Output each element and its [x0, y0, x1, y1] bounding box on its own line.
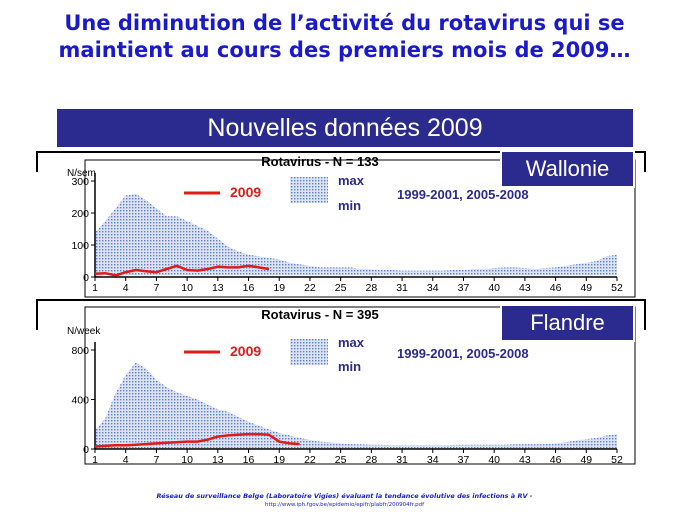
chart-1-xtick-label-52: 52 — [611, 454, 623, 466]
chart-0-xtick-label-16: 16 — [243, 282, 255, 294]
slide-title-line1: Une diminution de l’activité du rotaviru… — [64, 11, 625, 35]
chart-0-ytick-label-0: 0 — [83, 272, 89, 284]
slide-title-line2: maintient au cours des premiers mois de … — [58, 38, 631, 62]
chart-0-ylabel: N/sem — [67, 168, 96, 179]
chart-1-line-2009 — [94, 432, 300, 448]
chart-0-xtick-label-19: 19 — [273, 282, 285, 294]
chart-0-xtick-label-1: 1 — [92, 282, 98, 294]
chart-1-xtick-label-46: 46 — [550, 454, 562, 466]
chart-0-xtick-label-28: 28 — [366, 282, 378, 294]
chart-1-xtick-label-37: 37 — [458, 454, 470, 466]
chart-1-ylabel: N/week — [67, 326, 101, 337]
region-label-flandre: Flandre — [500, 304, 635, 342]
chart-1-xtick-label-16: 16 — [243, 454, 255, 466]
chart-0-ytick-label-200: 200 — [71, 208, 89, 220]
chart-0-xtick-label-37: 37 — [458, 282, 470, 294]
chart-0-xtick-label-34: 34 — [427, 282, 439, 294]
chart-0-bracket — [36, 151, 646, 172]
chart-1-xtick-label-4: 4 — [123, 454, 129, 466]
chart-1-ytick-label-400: 400 — [71, 395, 89, 407]
chart-1-legend-min: min — [338, 359, 361, 374]
chart-0-xtick-label-4: 4 — [123, 282, 129, 294]
footer-source: Réseau de surveillance Belge (Laboratoir… — [156, 492, 533, 500]
chart-0-xtick-label-46: 46 — [550, 282, 562, 294]
chart-1-xtick-label-34: 34 — [427, 454, 439, 466]
footer-url[interactable]: http://www.iph.fgov.be/epidemio/epifr/pl… — [264, 502, 425, 508]
chart-1-xtick-label-25: 25 — [335, 454, 347, 466]
chart-1-ytick-label-800: 800 — [71, 345, 89, 357]
chart-0-xtick-label-49: 49 — [580, 282, 592, 294]
chart-0-xtick-label-31: 31 — [396, 282, 408, 294]
chart-1-xtick-label-49: 49 — [580, 454, 592, 466]
chart-1-xtick-label-19: 19 — [273, 454, 285, 466]
chart-1-xtick-label-13: 13 — [212, 454, 224, 466]
chart-0-xtick-label-43: 43 — [519, 282, 531, 294]
chart-1-bracket — [36, 299, 646, 330]
chart-1-legend-max: max — [338, 335, 365, 350]
chart-1-xtick-label-10: 10 — [181, 454, 193, 466]
chart-1-xtick-label-1: 1 — [92, 454, 98, 466]
chart-0-range-band — [95, 193, 617, 277]
chart-1-legend-2009: 2009 — [230, 343, 261, 359]
chart-0-xtick-label-22: 22 — [304, 282, 316, 294]
chart-1-range-band — [95, 362, 617, 449]
chart-0-ytick-label-100: 100 — [71, 240, 89, 252]
chart-0-xtick-label-25: 25 — [335, 282, 347, 294]
chart-0-ytick-label-300: 300 — [71, 176, 89, 188]
chart-0-legend-band-swatch — [290, 177, 328, 203]
chart-0-xtick-label-52: 52 — [611, 282, 623, 294]
chart-1-xtick-label-7: 7 — [153, 454, 159, 466]
chart-0-legend-min: min — [338, 198, 361, 213]
chart-1-title: Rotavirus - N = 395 — [261, 307, 378, 322]
chart-0-xtick-label-10: 10 — [181, 282, 193, 294]
data-banner: Nouvelles données 2009 — [57, 109, 633, 147]
chart-1-xtick-label-43: 43 — [519, 454, 531, 466]
chart-0-line-2009 — [94, 264, 270, 277]
chart-1-xtick-label-22: 22 — [304, 454, 316, 466]
chart-0-xtick-label-13: 13 — [212, 282, 224, 294]
slide-title: Une diminution de l’activité du rotaviru… — [0, 10, 689, 64]
chart-1-legend-band-swatch — [290, 339, 328, 365]
chart-0-title: Rotavirus - N = 133 — [261, 154, 378, 169]
chart-1-ytick-label-0: 0 — [83, 444, 89, 456]
chart-1-legend-period: 1999-2001, 2005-2008 — [397, 346, 529, 361]
chart-1-xtick-label-31: 31 — [396, 454, 408, 466]
chart-0-legend-period: 1999-2001, 2005-2008 — [397, 187, 529, 202]
region-label-wallonie: Wallonie — [500, 150, 635, 188]
chart-0-legend-2009: 2009 — [230, 184, 261, 200]
chart-1-xtick-label-28: 28 — [366, 454, 378, 466]
chart-0-xtick-label-40: 40 — [488, 282, 500, 294]
chart-0-xtick-label-7: 7 — [153, 282, 159, 294]
chart-1-xtick-label-40: 40 — [488, 454, 500, 466]
chart-0-legend-max: max — [338, 173, 365, 188]
